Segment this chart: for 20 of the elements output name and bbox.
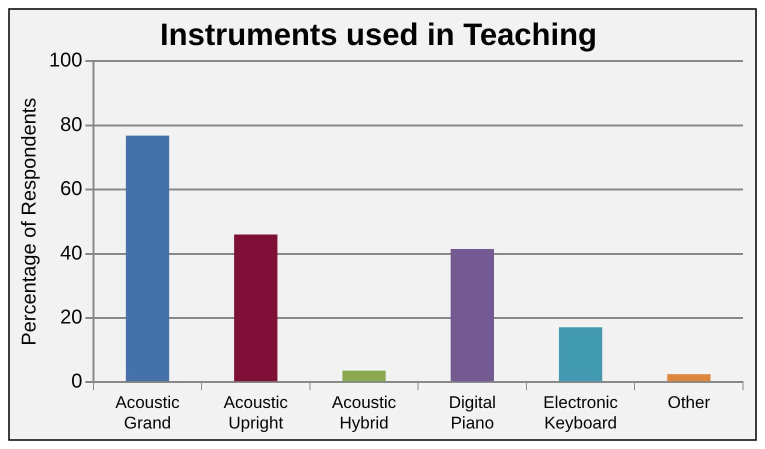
y-tick-label: 80	[60, 114, 82, 136]
bar	[667, 374, 711, 382]
chart-title: Instruments used in Teaching	[160, 17, 597, 52]
x-tick-label: Acoustic Upright	[224, 393, 288, 432]
y-axis-title: Percentage of Respondents	[18, 98, 41, 346]
x-tick-label: Other	[668, 393, 710, 412]
y-tick-label: 0	[71, 370, 82, 393]
y-tick-label: 60	[60, 178, 82, 200]
x-tick-label: Electronic Keyboard	[543, 393, 618, 432]
bar	[342, 370, 386, 382]
x-tick-label: Acoustic Hybrid	[332, 393, 397, 432]
bar	[450, 248, 494, 382]
y-tick-label: 20	[60, 306, 82, 329]
x-tick-label: Acoustic Grand	[115, 393, 180, 432]
y-tick-label: 100	[48, 50, 82, 72]
bar	[558, 327, 602, 382]
x-tick-label: Digital Piano	[448, 393, 496, 432]
bar	[126, 136, 170, 382]
y-tick-label: 40	[60, 242, 82, 264]
bar	[234, 234, 278, 382]
